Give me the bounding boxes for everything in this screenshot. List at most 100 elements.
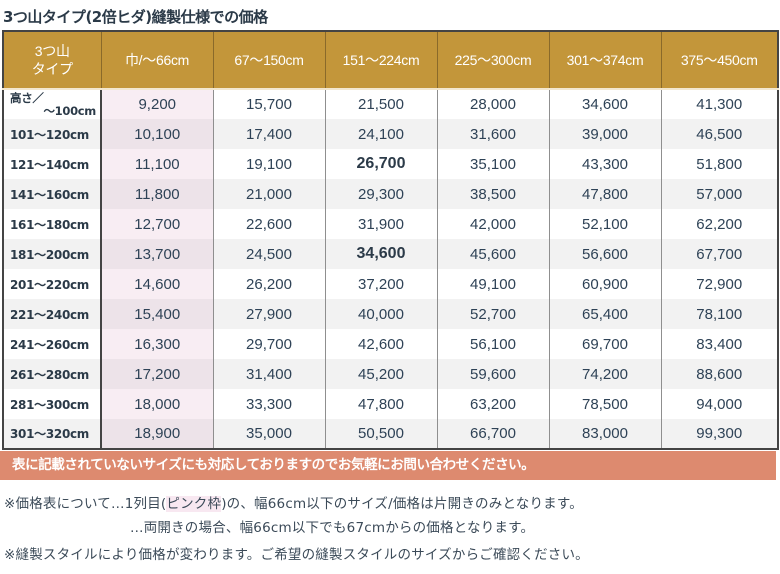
page-title: 3つ山タイプ(2倍ヒダ)縫製仕様での価格 bbox=[3, 8, 268, 26]
table-row: 161～180cm 12,700 22,600 31,900 42,000 52… bbox=[3, 209, 778, 239]
note1-pink-label: ピンク枠 bbox=[166, 496, 222, 512]
row-header: 201～220cm bbox=[3, 269, 102, 299]
price-cell: 66,700 bbox=[436, 419, 549, 449]
price-cell: 31,600 bbox=[436, 119, 549, 149]
price-cell: 78,100 bbox=[660, 299, 778, 329]
price-cell: 24,500 bbox=[212, 239, 325, 269]
price-cell: 31,900 bbox=[324, 209, 437, 239]
row-header: 181～200cm bbox=[3, 239, 102, 269]
price-cell: 37,200 bbox=[324, 269, 437, 299]
price-cell: 22,600 bbox=[212, 209, 325, 239]
price-cell: 15,700 bbox=[212, 89, 325, 119]
table-row: 141～160cm 11,800 21,000 29,300 38,500 47… bbox=[3, 179, 778, 209]
table-row: 261～280cm 17,200 31,400 45,200 59,600 74… bbox=[3, 359, 778, 389]
price-cell: 29,300 bbox=[324, 179, 437, 209]
note1-post: )の、幅66cm以下のサイズ/価格は片開きのみとなります。 bbox=[221, 496, 583, 512]
corner-line1: 3つ山 bbox=[34, 43, 70, 59]
row-header: 241～260cm bbox=[3, 329, 102, 359]
price-cell: 26,200 bbox=[212, 269, 325, 299]
table-row: 101～120cm 10,100 17,400 24,100 31,600 39… bbox=[3, 119, 778, 149]
price-cell: 12,700 bbox=[100, 209, 213, 239]
price-cell: 11,800 bbox=[100, 179, 213, 209]
price-cell: 35,000 bbox=[212, 419, 325, 449]
price-cell: 60,900 bbox=[548, 269, 661, 299]
price-cell: 17,400 bbox=[212, 119, 325, 149]
price-cell: 27,900 bbox=[212, 299, 325, 329]
price-cell: 67,700 bbox=[660, 239, 778, 269]
row-header: 141～160cm bbox=[3, 179, 102, 209]
price-cell: 47,800 bbox=[548, 179, 661, 209]
price-cell: 19,100 bbox=[212, 149, 325, 179]
price-cell: 9,200 bbox=[100, 89, 213, 119]
price-cell: 83,400 bbox=[660, 329, 778, 359]
row-header: 261～280cm bbox=[3, 359, 102, 389]
price-cell: 16,300 bbox=[100, 329, 213, 359]
row-header-line1: 高さ／ bbox=[10, 90, 44, 105]
price-cell: 18,000 bbox=[100, 389, 213, 419]
price-cell: 31,400 bbox=[212, 359, 325, 389]
corner-line2: タイプ bbox=[31, 61, 73, 77]
price-cell: 72,900 bbox=[660, 269, 778, 299]
contact-banner: 表に記載されていないサイズにも対応しておりますのでお気軽にお問い合わせください。 bbox=[0, 451, 776, 480]
price-cell: 65,400 bbox=[548, 299, 661, 329]
price-cell: 56,100 bbox=[436, 329, 549, 359]
price-cell: 99,300 bbox=[660, 419, 778, 449]
corner-header: 3つ山 タイプ bbox=[3, 31, 101, 90]
price-cell: 83,000 bbox=[548, 419, 661, 449]
price-cell-highlighted: 34,600 bbox=[324, 239, 437, 269]
price-cell: 50,500 bbox=[324, 419, 437, 449]
row-header: 101～120cm bbox=[3, 119, 102, 149]
price-cell: 41,300 bbox=[660, 89, 778, 119]
price-cell: 40,000 bbox=[324, 299, 437, 329]
price-cell: 69,700 bbox=[548, 329, 661, 359]
table-row: 301～320cm 18,900 35,000 50,500 66,700 83… bbox=[3, 419, 778, 449]
price-cell: 51,800 bbox=[660, 149, 778, 179]
note-sewing-style: ※縫製スタイルにより価格が変わります。ご希望の縫製スタイルのサイズからご確認くだ… bbox=[4, 547, 589, 563]
price-cell: 21,500 bbox=[324, 89, 437, 119]
price-cell: 42,600 bbox=[324, 329, 437, 359]
price-cell: 47,800 bbox=[324, 389, 437, 419]
price-cell: 52,700 bbox=[436, 299, 549, 329]
column-header: 67～150cm bbox=[212, 31, 325, 90]
price-cell: 52,100 bbox=[548, 209, 661, 239]
price-cell: 56,600 bbox=[548, 239, 661, 269]
price-cell: 11,100 bbox=[100, 149, 213, 179]
table-row: 高さ／ ～100cm 9,200 15,700 21,500 28,000 34… bbox=[3, 89, 778, 119]
price-cell: 34,600 bbox=[548, 89, 661, 119]
row-header: 121～140cm bbox=[3, 149, 102, 179]
price-cell: 39,000 bbox=[548, 119, 661, 149]
price-cell: 14,600 bbox=[100, 269, 213, 299]
price-cell: 46,500 bbox=[660, 119, 778, 149]
column-header: 225～300cm bbox=[436, 31, 549, 90]
price-cell: 17,200 bbox=[100, 359, 213, 389]
price-cell: 29,700 bbox=[212, 329, 325, 359]
note-price-table: ※価格表について…1列目(ピンク枠)の、幅66cm以下のサイズ/価格は片開きのみ… bbox=[4, 492, 583, 512]
row-header: 221～240cm bbox=[3, 299, 102, 329]
column-header: 375～450cm bbox=[660, 31, 778, 90]
price-cell: 18,900 bbox=[100, 419, 213, 449]
column-header: 151～224cm bbox=[324, 31, 437, 90]
row-header: 高さ／ ～100cm bbox=[3, 89, 102, 119]
price-cell: 94,000 bbox=[660, 389, 778, 419]
column-header: 301～374cm bbox=[548, 31, 661, 90]
price-cell: 15,400 bbox=[100, 299, 213, 329]
table-row: 121～140cm 11,100 19,100 26,700 35,100 43… bbox=[3, 149, 778, 179]
price-cell: 63,200 bbox=[436, 389, 549, 419]
note-double-opening: …両開きの場合、幅66cm以下でも67cmからの価格となります。 bbox=[130, 520, 535, 536]
price-cell: 38,500 bbox=[436, 179, 549, 209]
column-header: 巾/～66cm bbox=[100, 31, 213, 90]
table-row: 241～260cm 16,300 29,700 42,600 56,100 69… bbox=[3, 329, 778, 359]
price-cell: 62,200 bbox=[660, 209, 778, 239]
price-cell: 43,300 bbox=[548, 149, 661, 179]
price-cell: 42,000 bbox=[436, 209, 549, 239]
price-cell-highlighted: 26,700 bbox=[324, 149, 437, 179]
price-cell: 24,100 bbox=[324, 119, 437, 149]
price-cell: 45,600 bbox=[436, 239, 549, 269]
price-cell: 13,700 bbox=[100, 239, 213, 269]
note1-pre: ※価格表について…1列目( bbox=[4, 496, 167, 512]
price-table: 3つ山 タイプ 巾/～66cm 67～150cm 151～224cm 225～3… bbox=[2, 30, 779, 450]
row-header: 161～180cm bbox=[3, 209, 102, 239]
table-row: 201～220cm 14,600 26,200 37,200 49,100 60… bbox=[3, 269, 778, 299]
table-header-row: 3つ山 タイプ 巾/～66cm 67～150cm 151～224cm 225～3… bbox=[3, 31, 778, 90]
price-cell: 57,000 bbox=[660, 179, 778, 209]
